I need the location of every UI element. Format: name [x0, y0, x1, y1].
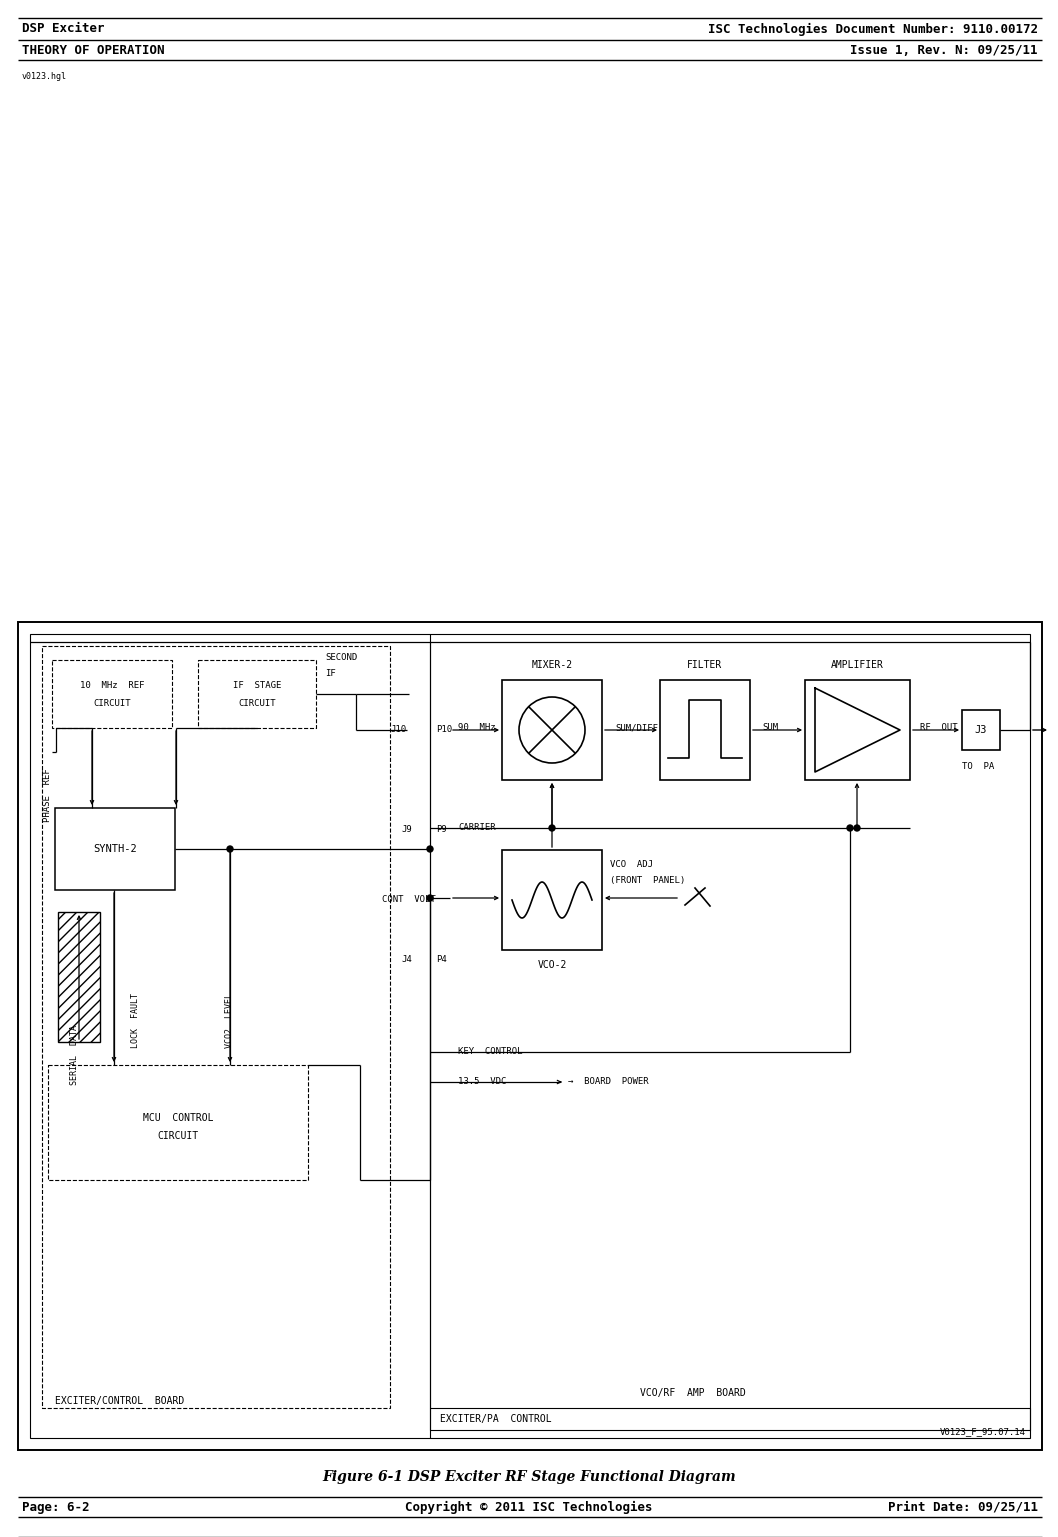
Text: KEY  CONTROL: KEY CONTROL	[458, 1048, 523, 1056]
Text: P9: P9	[436, 825, 446, 835]
Bar	[30, 633, 1030, 1439]
Text: ISC Technologies Document Number: 9110.00172: ISC Technologies Document Number: 9110.0…	[708, 23, 1038, 35]
Bar	[198, 659, 316, 729]
Text: THEORY OF OPERATION: THEORY OF OPERATION	[22, 43, 164, 57]
Text: DSP Exciter: DSP Exciter	[22, 23, 105, 35]
Text: SERIAL  DATA: SERIAL DATA	[70, 1025, 79, 1085]
Circle shape	[847, 825, 853, 832]
Text: LOCK  FAULT: LOCK FAULT	[131, 993, 141, 1048]
Bar	[962, 710, 1000, 750]
Circle shape	[427, 845, 433, 851]
Bar	[430, 1408, 1030, 1429]
Circle shape	[854, 825, 860, 832]
Text: MCU  CONTROL: MCU CONTROL	[143, 1113, 214, 1124]
Text: SYNTH-2: SYNTH-2	[93, 844, 136, 855]
Text: P4: P4	[436, 956, 446, 965]
Text: J3: J3	[974, 725, 987, 735]
Text: 13.5  VDC: 13.5 VDC	[458, 1077, 507, 1087]
Text: VCO  ADJ: VCO ADJ	[610, 861, 653, 868]
Text: VCO/RF  AMP  BOARD: VCO/RF AMP BOARD	[640, 1388, 746, 1399]
Text: SUM: SUM	[762, 724, 778, 733]
Circle shape	[427, 895, 433, 901]
Text: J10: J10	[390, 725, 407, 735]
Text: SUM/DIFF: SUM/DIFF	[615, 724, 658, 733]
Text: →  BOARD  POWER: → BOARD POWER	[568, 1077, 649, 1087]
Text: P10: P10	[436, 725, 452, 735]
Circle shape	[227, 845, 233, 851]
Text: Page: 6-2: Page: 6-2	[22, 1500, 90, 1514]
Text: VCO-2: VCO-2	[537, 961, 567, 970]
Text: CIRCUIT: CIRCUIT	[93, 699, 131, 709]
Text: Copyright © 2011 ISC Technologies: Copyright © 2011 ISC Technologies	[405, 1500, 653, 1514]
Bar	[805, 679, 910, 779]
Text: TO  PA: TO PA	[962, 762, 995, 772]
Bar	[501, 850, 602, 950]
Text: PHASE  REF: PHASE REF	[43, 768, 53, 822]
Bar	[501, 679, 602, 779]
Bar	[42, 646, 390, 1408]
Text: VCO2  LEVEL: VCO2 LEVEL	[225, 993, 235, 1048]
Text: Print Date: 09/25/11: Print Date: 09/25/11	[888, 1500, 1038, 1514]
Text: SECOND: SECOND	[325, 653, 358, 662]
Bar	[18, 622, 1042, 1449]
Text: EXCITER/PA  CONTROL: EXCITER/PA CONTROL	[440, 1414, 551, 1423]
Text: CIRCUIT: CIRCUIT	[158, 1131, 199, 1140]
Text: Issue 1, Rev. N: 09/25/11: Issue 1, Rev. N: 09/25/11	[851, 43, 1038, 57]
Text: CIRCUIT: CIRCUIT	[238, 699, 276, 709]
Text: v0123.hgl: v0123.hgl	[22, 72, 67, 81]
Text: V0123_F_95.07.14: V0123_F_95.07.14	[940, 1426, 1026, 1436]
Text: J9: J9	[401, 825, 412, 835]
Text: FILTER: FILTER	[688, 659, 723, 670]
Text: IF: IF	[325, 670, 335, 678]
Text: J4: J4	[401, 956, 412, 965]
Bar	[55, 808, 175, 890]
Text: 10  MHz  REF: 10 MHz REF	[79, 681, 144, 690]
Text: MIXER-2: MIXER-2	[531, 659, 572, 670]
Text: IF  STAGE: IF STAGE	[233, 681, 281, 690]
Text: 90  MHz: 90 MHz	[458, 724, 495, 733]
Bar	[58, 911, 101, 1042]
Text: EXCITER/CONTROL  BOARD: EXCITER/CONTROL BOARD	[55, 1396, 184, 1406]
Bar	[48, 1065, 308, 1180]
Bar	[660, 679, 750, 779]
Text: RF  OUT: RF OUT	[920, 724, 957, 733]
Circle shape	[549, 825, 555, 832]
Text: CONT  VOLT: CONT VOLT	[382, 896, 436, 904]
Bar	[52, 659, 172, 729]
Text: AMPLIFIER: AMPLIFIER	[831, 659, 883, 670]
Text: Figure 6-1 DSP Exciter RF Stage Functional Diagram: Figure 6-1 DSP Exciter RF Stage Function…	[323, 1469, 735, 1485]
Text: CARRIER: CARRIER	[458, 824, 495, 833]
Text: (FRONT  PANEL): (FRONT PANEL)	[610, 876, 686, 885]
